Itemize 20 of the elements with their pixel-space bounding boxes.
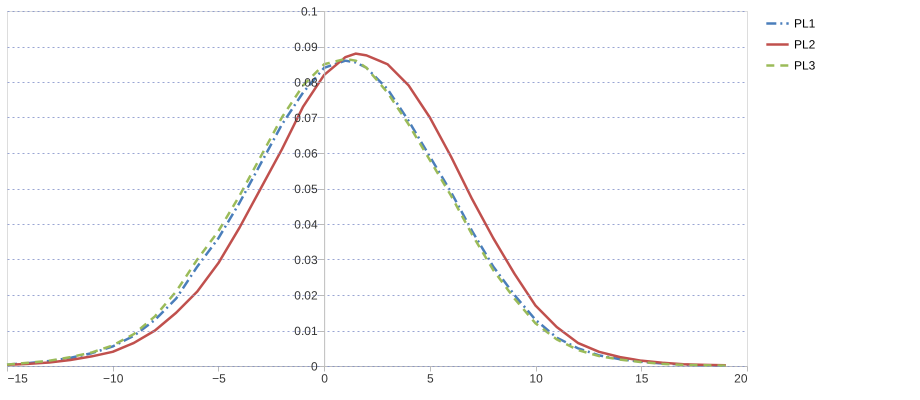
y-tick-label: 0 [310,360,318,374]
legend-label: PL3 [794,58,816,72]
y-tick-label: 0.1 [300,4,318,18]
legend-label: PL1 [794,16,816,30]
y-tick-label: 0.01 [294,324,318,338]
x-tick-label: 0 [321,372,328,386]
y-tick-label: 0.05 [294,182,318,196]
x-tick-label: 10 [529,372,544,386]
x-tick-label: 20 [734,372,748,386]
y-tick-label: 0.04 [294,218,318,232]
legend-label: PL2 [794,38,816,52]
y-tick-label: 0.06 [294,146,318,160]
x-tick-label: −15 [8,372,28,386]
x-tick-label: 15 [635,372,649,386]
y-tick-label: 0.03 [294,253,318,267]
x-tick-label: −10 [103,372,124,386]
y-tick-label: 0.02 [294,288,318,302]
x-tick-label: −5 [212,372,226,386]
y-tick-label: 0.09 [294,40,318,54]
x-tick-label: 5 [427,372,434,386]
